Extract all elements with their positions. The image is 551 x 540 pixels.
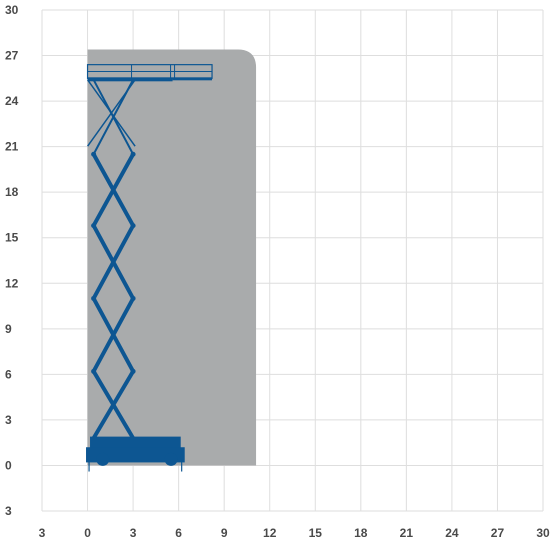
y-tick-label: 24: [5, 94, 19, 108]
x-tick-label: 18: [354, 526, 368, 540]
grid: [41, 9, 544, 512]
x-tick-label: 0: [84, 526, 91, 540]
y-tick-label: 18: [5, 185, 19, 199]
x-tick-label: 21: [400, 526, 414, 540]
x-tick-label: 3: [130, 526, 137, 540]
chassis-base: [86, 447, 185, 463]
scissor-arm: [91, 369, 136, 441]
scissor-arm: [91, 223, 136, 301]
scissor-lift-machine: [86, 64, 213, 472]
scissor-arm: [91, 296, 136, 374]
x-tick-label: 24: [445, 526, 459, 540]
scissor-joint: [91, 151, 97, 157]
y-tick-label: 3: [5, 504, 12, 518]
scissor-joint: [91, 368, 97, 374]
y-tick-label: 12: [5, 276, 19, 290]
platform-deck: [87, 77, 173, 82]
x-tick-label: 30: [536, 526, 550, 540]
y-tick-label: 3: [5, 413, 12, 427]
scissor-arm: [87, 79, 136, 147]
scissor-joint: [91, 223, 97, 229]
x-tick-label: 12: [263, 526, 277, 540]
scissor-joint: [130, 223, 136, 229]
y-tick-label: 9: [5, 322, 12, 336]
y-tick-label: 0: [5, 458, 12, 472]
wheel: [164, 452, 178, 466]
scissor-joint: [130, 368, 136, 374]
scissor-joint: [91, 295, 97, 301]
y-tick-label: 27: [5, 49, 19, 63]
x-tick-label: 27: [491, 526, 505, 540]
y-tick-label: 15: [5, 231, 19, 245]
x-tick-label: 6: [175, 526, 182, 540]
wheel: [96, 452, 110, 466]
y-tick-label: 30: [5, 3, 19, 17]
x-tick-label: 3: [39, 526, 46, 540]
scissor-joint: [130, 295, 136, 301]
y-tick-label: 6: [5, 367, 12, 381]
scissor-joint: [130, 151, 136, 157]
x-tick-label: 15: [309, 526, 323, 540]
x-tick-label: 9: [221, 526, 228, 540]
scissor-arm: [91, 152, 136, 228]
y-tick-label: 21: [5, 140, 19, 154]
